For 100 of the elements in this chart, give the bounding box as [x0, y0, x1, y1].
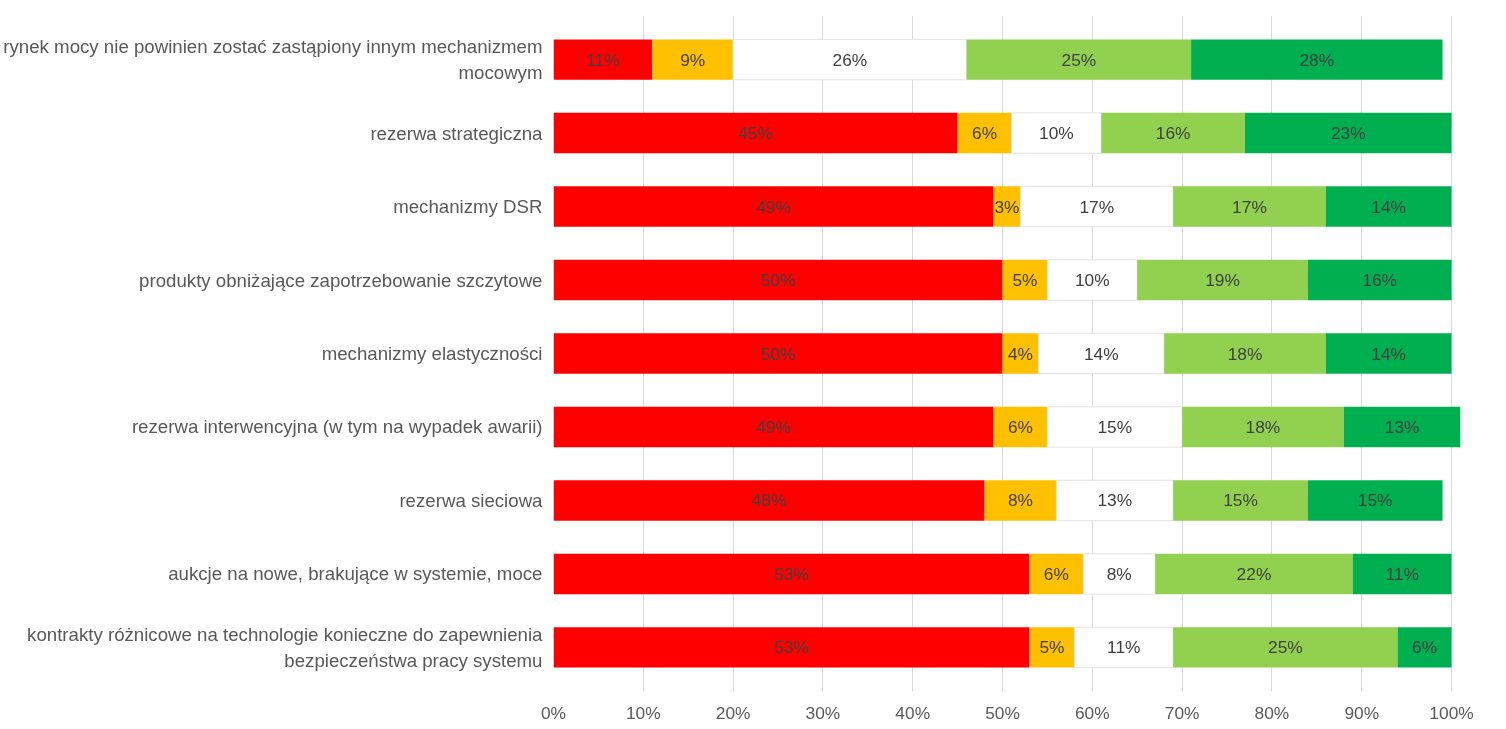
data-label: 6%: [1043, 563, 1069, 584]
bar: [1029, 627, 1075, 668]
data-label: 14%: [1371, 343, 1407, 364]
data-label: 50%: [760, 270, 796, 291]
y-tick-label: produkty obniżające zapotrzebowanie szczytowe: [139, 269, 543, 291]
bar: [1182, 406, 1344, 448]
y-tick-label: mechanizmy elastyczności: [321, 343, 543, 364]
data-label: 9%: [680, 49, 706, 70]
data-label: 5%: [1039, 637, 1065, 658]
data-label: 50%: [760, 343, 796, 364]
data-label: 8%: [1007, 490, 1033, 511]
data-label: 14%: [1371, 196, 1407, 217]
bar: [1037, 332, 1165, 375]
bar: [1325, 333, 1452, 374]
data-label: 4%: [1007, 343, 1033, 364]
data-label: 15%: [1223, 490, 1258, 511]
data-label: 6%: [1412, 637, 1438, 658]
bar: [732, 38, 968, 81]
data-label: 23%: [1330, 123, 1366, 144]
bar: [1019, 185, 1174, 228]
bar: [1055, 479, 1174, 522]
data-label: 5%: [1012, 270, 1038, 291]
data-label: 6%: [1007, 416, 1033, 437]
x-tick-label: 50%: [985, 702, 1020, 723]
data-label: 22%: [1236, 563, 1272, 584]
y-tick-label: kontrakty różnicowe na technologie konieczne do zapewnienia bezpieczeństwa pracy systemu: [27, 624, 544, 671]
bar: [1173, 186, 1326, 227]
bar: [1343, 406, 1461, 448]
x-tick-label: 30%: [805, 702, 841, 723]
bar: [1325, 186, 1452, 227]
bar: [553, 259, 1003, 301]
bar: [553, 627, 1030, 668]
data-label: 13%: [1097, 490, 1133, 511]
data-label: 13%: [1384, 416, 1420, 437]
bar: [1073, 626, 1174, 669]
bar: [553, 39, 653, 80]
data-label: 15%: [1097, 416, 1133, 437]
data-label: 8%: [1106, 563, 1132, 584]
bar: [1046, 259, 1138, 301]
bar: [1307, 259, 1452, 301]
data-label: 10%: [1039, 123, 1074, 144]
data-label: 49%: [756, 416, 791, 437]
data-label: 16%: [1155, 123, 1191, 144]
y-tick-label: rezerwa strategiczna: [370, 122, 544, 144]
data-label: 19%: [1205, 270, 1240, 291]
bar: [966, 39, 1192, 80]
data-label: 48%: [751, 490, 787, 511]
x-tick-label: 70%: [1164, 702, 1200, 723]
y-tick-label: rezerwa interwencyjna (w tym na wypadek awarii): [131, 416, 543, 438]
x-tick-label: 90%: [1344, 702, 1380, 723]
data-label: 53%: [774, 563, 809, 584]
bar: [1046, 406, 1183, 448]
data-label: 11%: [1107, 637, 1141, 658]
bar: [1155, 553, 1353, 595]
bar: [652, 39, 734, 80]
data-label: 18%: [1245, 416, 1281, 437]
x-tick-label: 10%: [625, 702, 661, 723]
bar: [553, 112, 958, 154]
bar: [1191, 39, 1443, 80]
bar: [984, 480, 1057, 521]
data-label: 15%: [1357, 490, 1393, 511]
data-label: 16%: [1362, 270, 1398, 291]
bar: [1164, 333, 1326, 374]
x-tick-label: 40%: [895, 702, 931, 723]
bar: [553, 480, 985, 521]
bar: [553, 406, 994, 448]
data-label: 45%: [738, 123, 773, 144]
bar: [1082, 553, 1156, 595]
bar: [1173, 627, 1398, 668]
data-label: 18%: [1227, 343, 1263, 364]
x-tick-label: 60%: [1074, 702, 1110, 723]
data-label: 11%: [586, 49, 620, 70]
data-label: 17%: [1079, 196, 1115, 217]
bar: [1244, 112, 1452, 154]
x-tick-label: 20%: [715, 702, 751, 723]
data-label: 14%: [1083, 343, 1119, 364]
x-tick-label: 100%: [1429, 702, 1474, 723]
bar: [553, 333, 1003, 374]
data-label: 28%: [1299, 49, 1335, 70]
x-tick-label: 80%: [1254, 702, 1290, 723]
bar: [1029, 553, 1084, 595]
data-label: 11%: [1385, 563, 1419, 584]
data-label: 10%: [1074, 270, 1110, 291]
y-tick-label: rezerwa sieciowa: [399, 489, 544, 511]
bar: [1352, 553, 1452, 595]
bar: [1307, 480, 1443, 521]
bar: [553, 553, 1030, 595]
data-label: 53%: [774, 637, 809, 658]
bar: [1101, 112, 1245, 154]
bar: [1010, 112, 1102, 154]
data-label: 17%: [1232, 196, 1267, 217]
data-label: 26%: [832, 49, 868, 70]
data-label: 25%: [1061, 49, 1097, 70]
bar: [1173, 480, 1308, 521]
data-label: 49%: [756, 196, 791, 217]
bar: [1397, 627, 1452, 668]
data-label: 6%: [972, 123, 998, 144]
y-tick-label: mechanizmy DSR: [393, 196, 543, 218]
bar: [553, 186, 994, 227]
data-label: 25%: [1268, 637, 1303, 658]
